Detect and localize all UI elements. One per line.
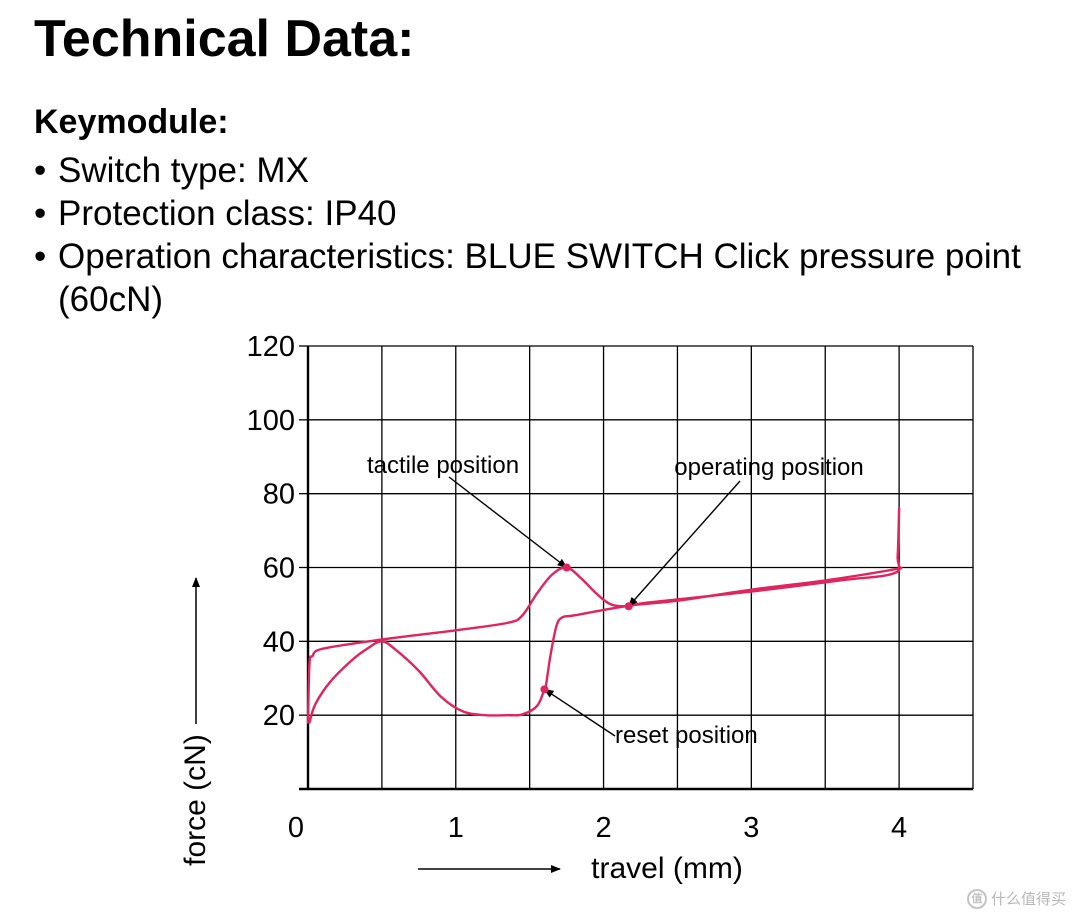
- reset-position-label: reset position: [615, 722, 758, 749]
- bullet-dot: •: [34, 237, 47, 276]
- x-tick-label: 3: [743, 812, 759, 844]
- tactile-position-label: tactile position: [367, 452, 519, 479]
- spec-text: Protection class: IP40: [58, 194, 397, 233]
- y-tick-label: 80: [263, 479, 295, 511]
- operating-position-marker: [624, 602, 633, 611]
- bullet-dot: •: [34, 194, 47, 233]
- chart-series: [306, 507, 903, 724]
- y-tick-label: 60: [263, 553, 295, 585]
- x-axis-label: travel (mm): [591, 852, 743, 885]
- reset-position-leader-line: [543, 688, 616, 737]
- y-tick-label: 120: [247, 331, 295, 363]
- x-tick-label: 2: [595, 812, 611, 844]
- y-axis-label: force (cN): [179, 734, 212, 866]
- x-tick-label: 0: [288, 812, 304, 844]
- x-tick-label: 1: [448, 812, 464, 844]
- y-tick-label: 100: [247, 405, 295, 437]
- series-line-release-curve: [308, 566, 903, 724]
- operating-position-leader-line: [628, 480, 741, 608]
- chart-axes: 20 40 60 80 100 120 0 1 2 3 4: [247, 331, 973, 844]
- reset-position-marker: [540, 685, 549, 694]
- spec-text: Operation characteristics: BLUE SWITCH C…: [58, 237, 1021, 319]
- spec-item-protection-class: • Protection class: IP40: [34, 192, 1064, 235]
- spec-item-operation: • Operation characteristics: BLUE SWITCH …: [34, 235, 1064, 321]
- tactile-position-leader-line: [448, 476, 568, 569]
- spec-list: • Switch type: MX • Protection class: IP40…: [34, 149, 1064, 321]
- chart-axis-labels: travel (mm) force (cN): [179, 577, 743, 885]
- page-title: Technical Data:: [34, 10, 415, 68]
- bullet-dot: •: [34, 151, 47, 190]
- y-tick-label: 20: [263, 700, 295, 732]
- chart-annotations: tactile position operating position reset …: [367, 452, 864, 749]
- watermark: 值 什么值得买: [966, 888, 1066, 909]
- y-tick-label: 40: [263, 626, 295, 658]
- spec-text: Switch type: MX: [58, 151, 309, 190]
- force-travel-chart: 20 40 60 80 100 120 0 1 2 3 4 tactile position oper…: [179, 331, 974, 885]
- x-tick-label: 4: [891, 812, 907, 844]
- watermark-logo-icon: 值: [966, 888, 987, 909]
- section-heading: Keymodule:: [34, 103, 229, 141]
- watermark-text: 什么值得买: [990, 891, 1066, 908]
- spec-item-switch-type: • Switch type: MX: [34, 149, 1064, 192]
- operating-position-label: operating position: [674, 454, 863, 481]
- tactile-position-marker: [562, 563, 571, 572]
